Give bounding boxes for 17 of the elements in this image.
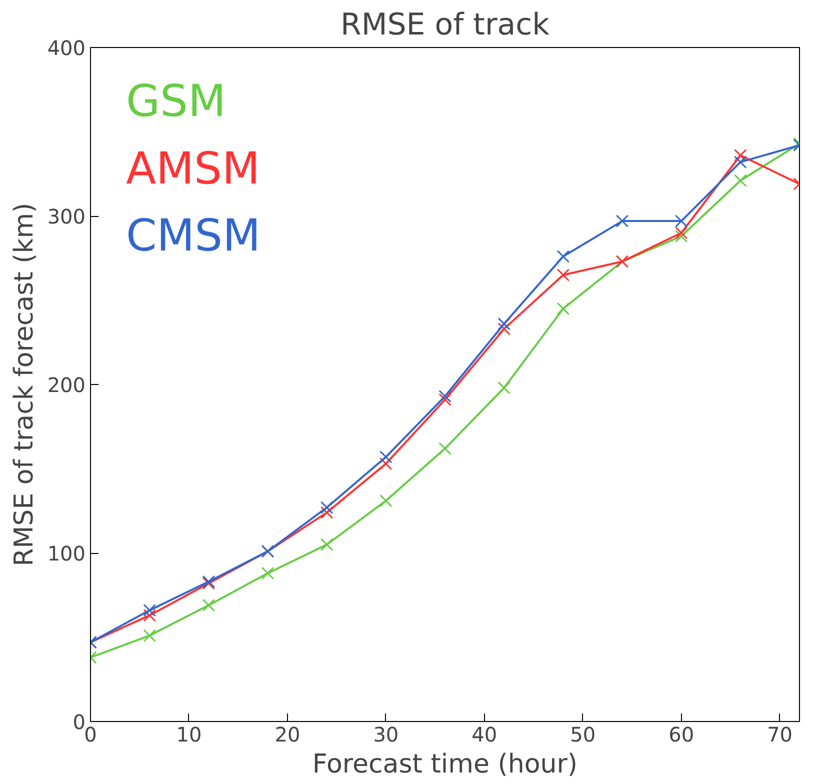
x-tick-label: 70 bbox=[767, 722, 793, 746]
text: AMSM bbox=[126, 143, 260, 194]
text: GSM bbox=[126, 76, 226, 127]
chart-title: RMSE of track bbox=[340, 8, 550, 42]
x-tick-label: 20 bbox=[274, 722, 300, 746]
x-tick-label: 30 bbox=[373, 722, 399, 746]
x-axis-title: Forecast time (hour) bbox=[312, 750, 578, 780]
y-tick-label: 200 bbox=[47, 373, 86, 397]
y-axis-title: RMSE of track forecast (km) bbox=[9, 202, 40, 566]
text: CMSM bbox=[126, 210, 261, 262]
x-tick-label: 40 bbox=[472, 722, 498, 746]
y-tick-label: 100 bbox=[47, 542, 86, 566]
x-tick-label: 60 bbox=[668, 722, 694, 746]
y-tick-label: 400 bbox=[47, 36, 86, 60]
y-tick-label: 300 bbox=[47, 204, 86, 228]
x-tick-label: 10 bbox=[176, 722, 202, 746]
x-tick-label: 50 bbox=[570, 722, 596, 746]
